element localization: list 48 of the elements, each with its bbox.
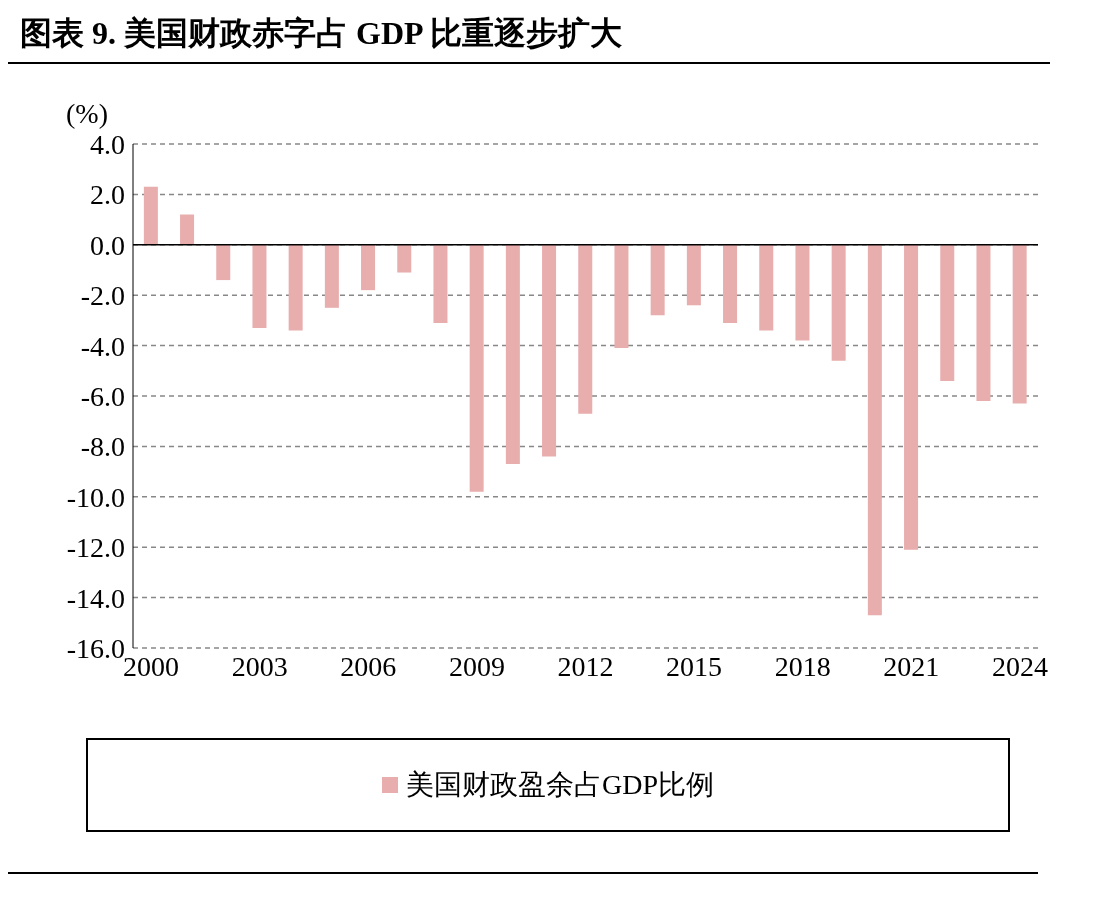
x-tick-label: 2003 [231,650,288,682]
bar [143,186,158,245]
y-tick-label: -10.0 [66,481,125,513]
bar [867,244,882,616]
legend-label: 美国财政盈余占GDP比例 [405,768,714,802]
x-tick-label: 2021 [883,650,940,682]
y-tick-label: -6.0 [80,380,125,412]
chart-title: 图表 9. 美国财政赤字占 GDP 比重逐步扩大 [8,8,1050,64]
bar [795,244,810,341]
y-axis-title: (%) [66,98,109,131]
x-tick-label: 2024 [991,650,1048,682]
bar [686,244,701,306]
bar [505,244,520,465]
y-tick-label: -8.0 [80,431,125,463]
bar [759,244,774,331]
bar [433,244,448,323]
y-tick-label: -2.0 [80,280,125,312]
bar [614,244,629,349]
bar [904,244,919,550]
bar [723,244,738,323]
x-tick-label: 2012 [557,650,614,682]
bar [469,244,484,492]
x-tick-label: 2009 [448,650,505,682]
y-tick-label: -12.0 [66,532,125,564]
y-tick-label: 0.0 [90,229,125,261]
y-tick-label: -4.0 [80,330,125,362]
bar [216,244,231,281]
y-tick-label: 4.0 [90,128,125,160]
x-tick-label: 2018 [774,650,831,682]
bar [252,244,267,328]
bar [650,244,665,316]
bar [180,214,195,245]
bar [361,244,376,291]
bar [288,244,303,331]
x-tick-label: 2015 [666,650,723,682]
bar [324,244,339,308]
bar [578,244,593,414]
x-tick-label: 2000 [123,650,180,682]
bar [1012,244,1027,404]
bar [976,244,991,402]
bar [542,244,557,457]
bar [831,244,846,361]
y-tick-label: -14.0 [66,582,125,614]
y-tick-label: -16.0 [66,632,125,664]
x-tick-label: 2006 [340,650,397,682]
bar [397,244,412,273]
bar [940,244,955,381]
y-tick-label: 2.0 [90,179,125,211]
